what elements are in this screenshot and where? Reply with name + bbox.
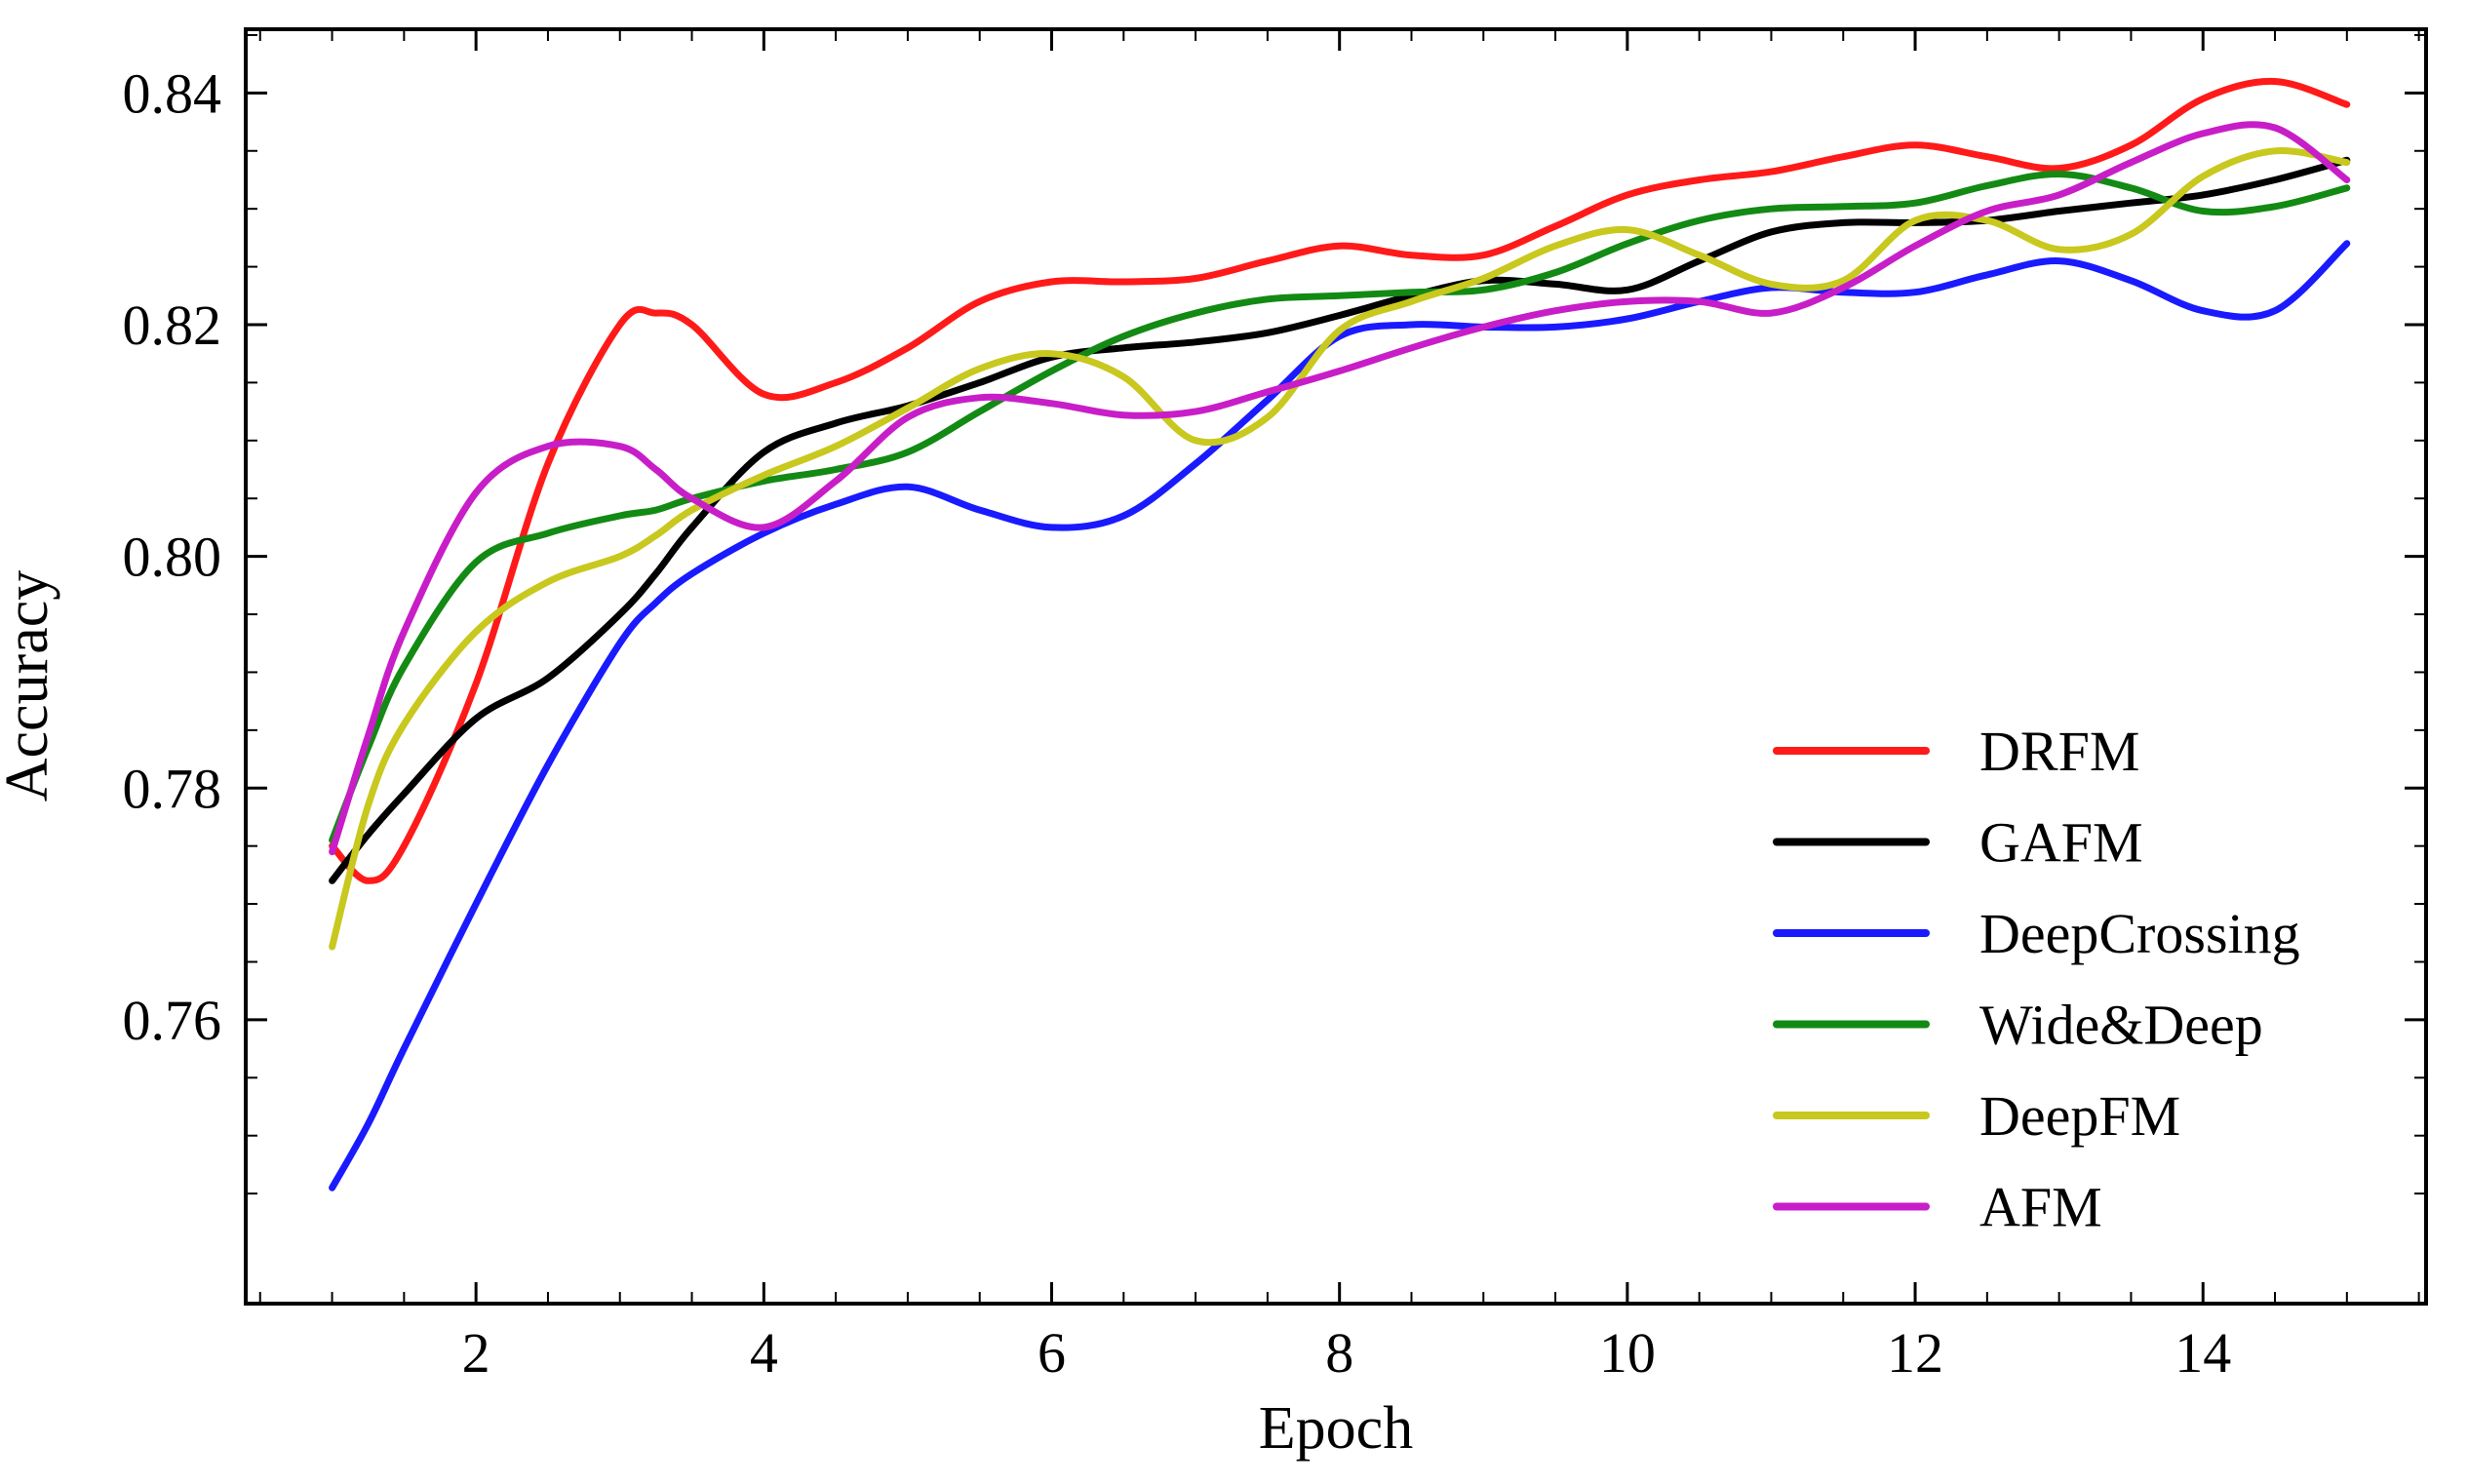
ticks-layer: 2 4 6 8 10 12 14 0.76 0.78 0.80 0.82 0.84 [123, 29, 2426, 1385]
x-tick-label: 10 [1599, 1321, 1656, 1385]
x-tick-label: 14 [2174, 1321, 2231, 1385]
legend: DRFM GAFM DeepCrossing Wide&Deep DeepFM AFM [1773, 720, 2300, 1239]
legend-label: Wide&Deep [1979, 994, 2263, 1057]
x-tick-label: 8 [1325, 1321, 1353, 1385]
series-layer [329, 77, 2351, 1191]
x-tick-label: 4 [750, 1321, 778, 1385]
x-tick-label: 12 [1887, 1321, 1943, 1385]
series-line-afm [329, 121, 2351, 856]
series-line-deepfm [329, 147, 2351, 951]
legend-label: DeepCrossing [1979, 902, 2300, 965]
legend-label: GAFM [1979, 811, 2143, 875]
y-tick-label: 0.84 [123, 61, 222, 125]
legend-label: AFM [1979, 1176, 2102, 1239]
x-tick-label: 2 [462, 1321, 490, 1385]
y-tick-label: 0.76 [123, 989, 222, 1052]
legend-label: DRFM [1979, 720, 2139, 783]
plot-frame [244, 27, 2428, 1306]
series-line-wide-deep [329, 170, 2351, 844]
x-axis-label: Epoch [1259, 1395, 1413, 1462]
y-tick-label: 0.78 [123, 757, 222, 820]
y-tick-label: 0.80 [123, 526, 222, 589]
series-line-deepcrossing [329, 240, 2351, 1191]
legend-label: DeepFM [1979, 1084, 2180, 1148]
y-axis-label: Accuracy [0, 570, 60, 802]
x-tick-label: 6 [1038, 1321, 1066, 1385]
series-line-drfm [329, 77, 2351, 884]
y-tick-label: 0.82 [123, 293, 222, 357]
